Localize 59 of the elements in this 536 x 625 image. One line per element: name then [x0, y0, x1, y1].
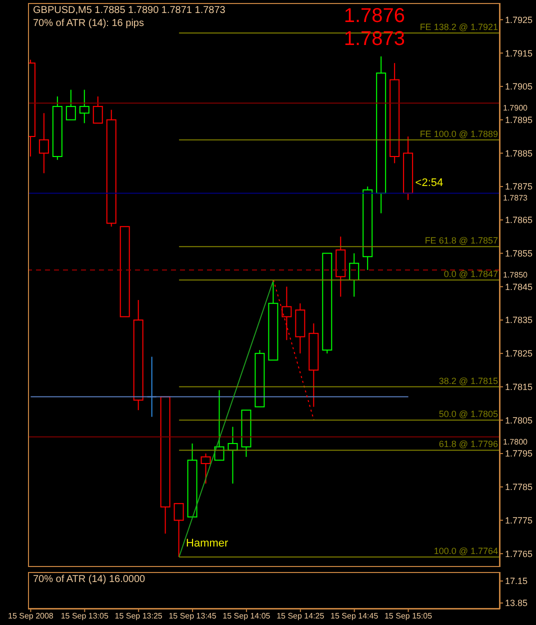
y-tick-label: 1.7855	[505, 248, 533, 258]
candlestick	[336, 236, 346, 298]
candlestick	[228, 426, 238, 484]
candlestick	[52, 96, 62, 160]
series-label: FE 138.2 @ 1.7921	[420, 22, 498, 32]
y-tick-label: 1.7795	[505, 448, 533, 459]
series-label: FE 100.0 @ 1.7889	[420, 128, 498, 139]
y-tick-label: 1.7775	[505, 515, 533, 526]
candlestick	[308, 322, 319, 408]
y-tick-label: 1.7815	[505, 382, 533, 392]
candlestick	[349, 252, 360, 298]
y-tick-label: 1.7905	[505, 82, 533, 92]
y-tick-label: 13.85	[505, 598, 528, 608]
ref-line-label: 1.7800	[503, 437, 528, 446]
x-tick-label: 15 Sep 13:25	[114, 612, 163, 621]
x-tick-label: 15 Sep 15:05	[384, 612, 433, 621]
chart-title: 70% of ATR (14) 16.0000	[33, 574, 146, 586]
chart-title: GBPUSD,M5 1.7885 1.7890 1.7871 1.7873	[33, 5, 226, 17]
y-tick-label: 17.15	[505, 576, 528, 586]
candlestick	[376, 56, 386, 214]
x-tick-label: 15 Sep 14:25	[276, 612, 325, 621]
ref-line-label: 1.7850	[503, 270, 528, 280]
annotation: Hammer	[186, 538, 229, 550]
y-tick-label: 1.7885	[505, 148, 533, 158]
text: 70% of ATR (14): 16 pips	[33, 18, 144, 30]
series-label: FE 61.8 @ 1.7857	[424, 236, 498, 246]
candlestick	[133, 300, 144, 411]
x-tick-label: 15 Sep 2008	[8, 612, 54, 621]
y-tick-label: 1.7765	[505, 548, 533, 559]
annotation: 1.7873	[344, 28, 405, 50]
y-tick-label: 1.7835	[505, 315, 533, 326]
candlestick	[38, 112, 49, 174]
y-tick-label: 1.7825	[505, 348, 533, 359]
y-tick-label: 1.7845	[505, 282, 533, 292]
y-tick-label: 1.7915	[505, 48, 533, 58]
y-tick-label: 1.7785	[505, 482, 533, 492]
x-tick-label: 15 Sep 14:05	[222, 612, 271, 621]
series-label: 61.8 @ 1.7796	[438, 439, 498, 450]
series-label: 50.0 @ 1.7805	[438, 409, 498, 420]
x-tick-label: 15 Sep 13:45	[168, 612, 217, 621]
series-label: 0.0 @ 1.7847	[444, 268, 498, 279]
series-label: 38.2 @ 1.7815	[438, 376, 498, 386]
candlestick	[403, 136, 414, 200]
series-label: 100.0 @ 1.7764	[434, 546, 498, 556]
candlestick	[79, 89, 90, 124]
x-tick-label: 15 Sep 14:45	[330, 612, 379, 621]
y-tick-label: 1.7925	[505, 14, 533, 25]
y-tick-label: 1.7895	[505, 115, 533, 125]
y-tick-label: 1.7805	[505, 415, 533, 426]
candlestick	[282, 286, 292, 341]
x-tick-label: 15 Sep 13:05	[60, 612, 109, 621]
annotation: 1.7876	[344, 5, 405, 27]
ref-line-label: 1.7900	[503, 104, 528, 113]
candlestick	[200, 453, 211, 484]
candlestick	[362, 186, 373, 270]
annotation: <2:54	[415, 177, 444, 190]
y-tick-label: 1.7875	[505, 182, 533, 192]
ref-line-label: 1.7873	[503, 194, 528, 203]
y-tick-label: 1.7865	[505, 215, 533, 226]
